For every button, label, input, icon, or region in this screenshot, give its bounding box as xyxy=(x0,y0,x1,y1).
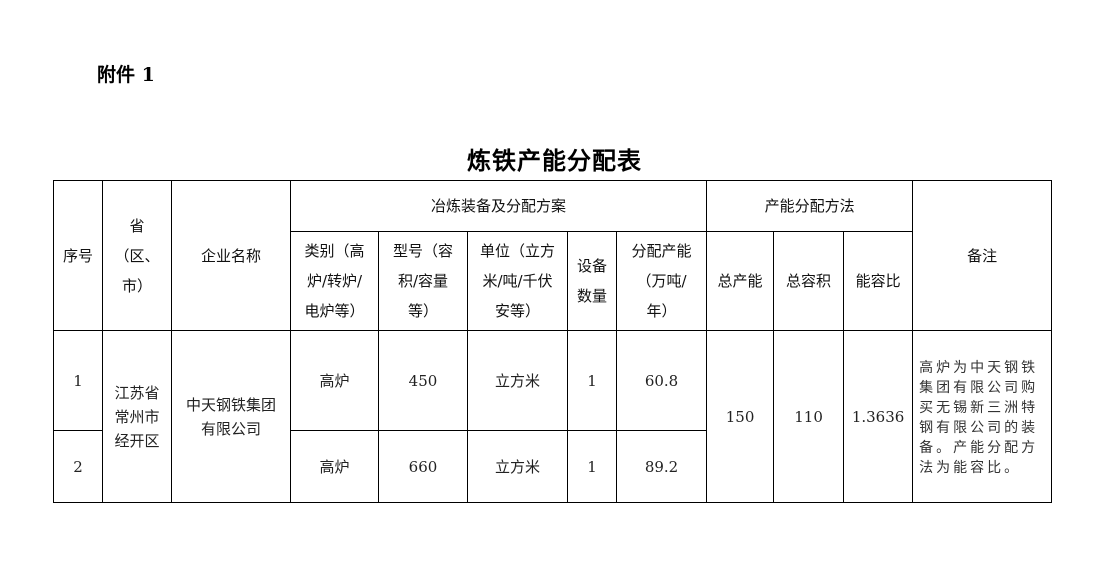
table-row: 2 高炉 660 立方米 1 89.2 xyxy=(53,430,1052,503)
header-total-capacity: 总产能 xyxy=(706,231,775,331)
cell-total-volume: 110 xyxy=(773,330,845,503)
cell-province: 江苏省 常州市 经开区 xyxy=(102,330,172,503)
cell-unit: 立方米 xyxy=(467,330,568,431)
capacity-allocation-table: 序号 省 （区、 市） 企业名称 冶炼装备及分配方案 产能分配方法 备注 类别（… xyxy=(53,180,1053,503)
header-equipment-group: 冶炼装备及分配方案 xyxy=(289,180,708,232)
cell-model: 450 xyxy=(378,330,468,431)
header-method-group: 产能分配方法 xyxy=(706,180,914,232)
table-row: 1 江苏省 常州市 经开区 中天钢铁集团 有限公司 高炉 450 立方米 1 6… xyxy=(53,330,1053,503)
header-type: 类别（高 炉/转炉/ 电炉等） xyxy=(290,231,379,331)
header-ratio: 能容比 xyxy=(843,231,914,331)
cell-type: 高炉 xyxy=(290,330,379,431)
cell-count: 1 xyxy=(567,330,617,431)
cell-type: 高炉 xyxy=(290,430,379,503)
cell-total-capacity: 150 xyxy=(706,330,775,503)
header-seq: 序号 xyxy=(53,180,103,331)
cell-count: 1 xyxy=(567,430,617,503)
header-remarks: 备注 xyxy=(912,180,1053,331)
header-total-volume: 总容积 xyxy=(773,231,845,331)
cell-seq: 2 xyxy=(53,430,103,503)
cell-company: 中天钢铁集团 有限公司 xyxy=(171,330,291,503)
cell-allocated: 89.2 xyxy=(615,430,708,503)
cell-remarks: 高炉为中天钢铁集团有限公司购买无锡新三洲特钢有限公司的装备。产能分配方法为能容比… xyxy=(912,330,1053,503)
cell-seq: 1 xyxy=(53,330,103,431)
header-count: 设备 数量 xyxy=(567,231,617,331)
cell-ratio: 1.3636 xyxy=(843,330,914,503)
cell-model: 660 xyxy=(378,430,468,503)
cell-allocated: 60.8 xyxy=(615,330,708,431)
header-company: 企业名称 xyxy=(171,180,291,331)
header-province: 省 （区、 市） xyxy=(102,180,172,331)
header-allocated: 分配产能 （万吨/ 年） xyxy=(615,231,708,331)
header-model: 型号（容 积/容量 等） xyxy=(378,231,468,331)
header-unit: 单位（立方 米/吨/千伏 安等） xyxy=(467,231,568,331)
page-title: 炼铁产能分配表 xyxy=(467,146,642,175)
cell-unit: 立方米 xyxy=(467,430,568,503)
attachment-label: 附件 1 xyxy=(97,64,155,86)
